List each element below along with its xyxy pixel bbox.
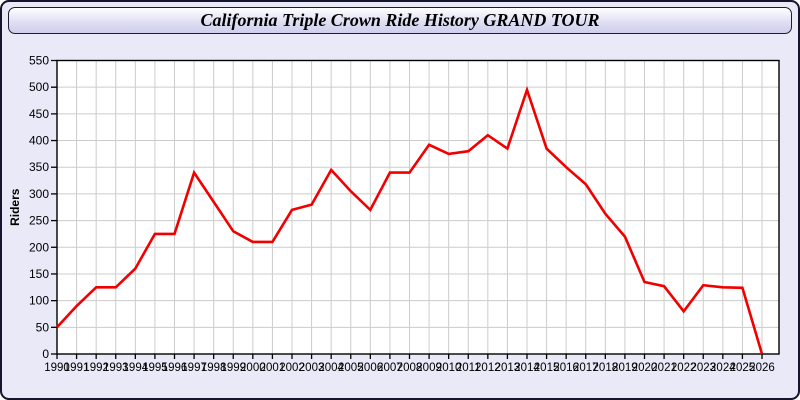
svg-text:2011: 2011 xyxy=(456,362,481,374)
svg-text:200: 200 xyxy=(29,240,49,254)
svg-text:2009: 2009 xyxy=(416,362,442,374)
svg-text:2021: 2021 xyxy=(651,362,677,374)
svg-text:2012: 2012 xyxy=(475,362,501,374)
svg-text:2016: 2016 xyxy=(553,362,579,374)
svg-text:2015: 2015 xyxy=(534,362,560,374)
data-line-riders xyxy=(56,85,764,355)
svg-text:400: 400 xyxy=(29,134,49,148)
svg-text:1994: 1994 xyxy=(123,362,149,374)
svg-text:1998: 1998 xyxy=(201,362,227,374)
svg-text:2001: 2001 xyxy=(260,362,286,374)
svg-text:2013: 2013 xyxy=(495,362,521,374)
svg-text:1997: 1997 xyxy=(181,362,207,374)
x-axis-labels: 1990199119921993199419951996199719981999… xyxy=(44,354,775,374)
svg-text:2000: 2000 xyxy=(240,362,266,374)
svg-text:2004: 2004 xyxy=(318,362,344,374)
y-axis-title: Riders xyxy=(8,188,22,226)
y-axis-labels: 0 50 100 150 200 250 300 350 400 450 500 550 xyxy=(29,54,57,361)
svg-text:450: 450 xyxy=(29,107,49,121)
svg-text:550: 550 xyxy=(29,54,49,68)
svg-text:2007: 2007 xyxy=(377,362,403,374)
svg-text:1991: 1991 xyxy=(64,362,90,374)
svg-text:2024: 2024 xyxy=(710,362,736,374)
chart-title: California Triple Crown Ride History GRA… xyxy=(200,10,600,30)
svg-text:2019: 2019 xyxy=(612,362,638,374)
svg-text:2022: 2022 xyxy=(671,362,697,374)
svg-text:2006: 2006 xyxy=(358,362,384,374)
svg-text:500: 500 xyxy=(29,80,49,94)
svg-text:2026: 2026 xyxy=(749,362,775,374)
svg-text:2003: 2003 xyxy=(299,362,325,374)
svg-text:0: 0 xyxy=(42,347,49,361)
svg-text:1990: 1990 xyxy=(44,362,70,374)
svg-text:2008: 2008 xyxy=(397,362,423,374)
svg-text:2023: 2023 xyxy=(690,362,716,374)
svg-text:100: 100 xyxy=(29,294,49,308)
gridlines xyxy=(57,60,779,354)
svg-text:250: 250 xyxy=(29,214,49,228)
svg-text:2002: 2002 xyxy=(279,362,305,374)
svg-text:2017: 2017 xyxy=(573,362,599,374)
plot-border xyxy=(56,59,780,355)
svg-text:150: 150 xyxy=(29,267,49,281)
svg-text:1996: 1996 xyxy=(162,362,188,374)
svg-text:2014: 2014 xyxy=(514,362,540,374)
svg-text:2010: 2010 xyxy=(436,362,462,374)
svg-text:2020: 2020 xyxy=(632,362,658,374)
svg-text:300: 300 xyxy=(29,187,49,201)
svg-text:1999: 1999 xyxy=(220,362,246,374)
svg-text:350: 350 xyxy=(29,160,49,174)
svg-text:50: 50 xyxy=(36,320,50,334)
svg-text:1992: 1992 xyxy=(83,362,109,374)
svg-text:2005: 2005 xyxy=(338,362,364,374)
svg-text:2025: 2025 xyxy=(730,362,756,374)
plot-area xyxy=(57,60,779,354)
svg-text:2018: 2018 xyxy=(593,362,619,374)
title-bar: California Triple Crown Ride History GRA… xyxy=(8,7,792,34)
svg-text:1993: 1993 xyxy=(103,362,129,374)
svg-text:1995: 1995 xyxy=(142,362,168,374)
